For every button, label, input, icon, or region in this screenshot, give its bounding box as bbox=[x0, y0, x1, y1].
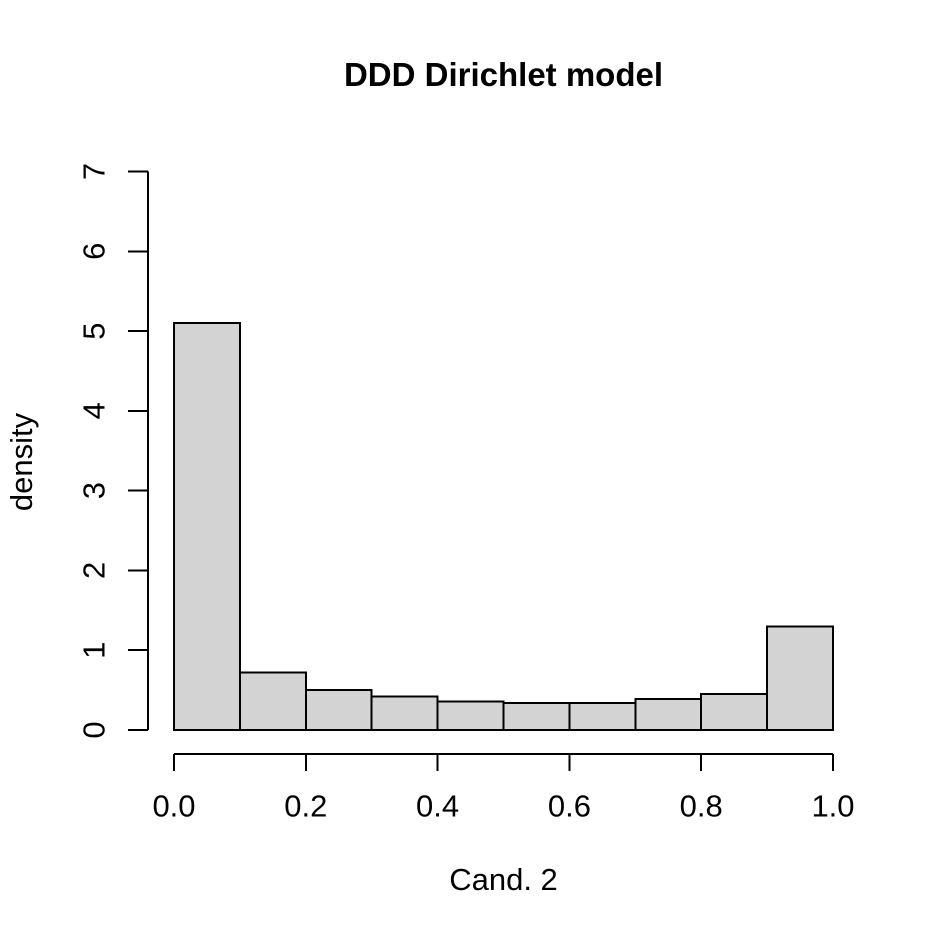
histogram-bar bbox=[370, 695, 439, 731]
x-axis-label: Cand. 2 bbox=[449, 862, 558, 897]
histogram-bar bbox=[634, 697, 703, 732]
histogram-bar bbox=[766, 625, 834, 731]
x-tick-label: 0.2 bbox=[284, 789, 327, 824]
chart-title: DDD Dirichlet model bbox=[343, 56, 664, 93]
y-tick-label: 1 bbox=[77, 642, 112, 659]
histogram-bar bbox=[568, 701, 637, 732]
y-tick-label: 7 bbox=[77, 163, 112, 180]
y-tick-label: 2 bbox=[77, 562, 112, 579]
y-tick-label: 0 bbox=[77, 721, 112, 738]
y-tick-label: 3 bbox=[77, 482, 112, 499]
x-tick-label: 0.6 bbox=[548, 789, 591, 824]
x-tick-label: 1.0 bbox=[811, 789, 854, 824]
y-tick-label: 6 bbox=[77, 243, 112, 260]
histogram-bar bbox=[502, 701, 571, 732]
histogram-bar bbox=[304, 689, 373, 731]
histogram-bar bbox=[238, 671, 307, 731]
x-tick-label: 0.4 bbox=[416, 789, 459, 824]
histogram-bar bbox=[173, 322, 241, 731]
x-tick-label: 0.0 bbox=[152, 789, 195, 824]
y-tick-label: 5 bbox=[77, 322, 112, 339]
histogram-bar bbox=[700, 693, 769, 731]
histogram-bar bbox=[436, 700, 505, 731]
y-tick-label: 4 bbox=[77, 402, 112, 419]
x-tick-label: 0.8 bbox=[680, 789, 723, 824]
